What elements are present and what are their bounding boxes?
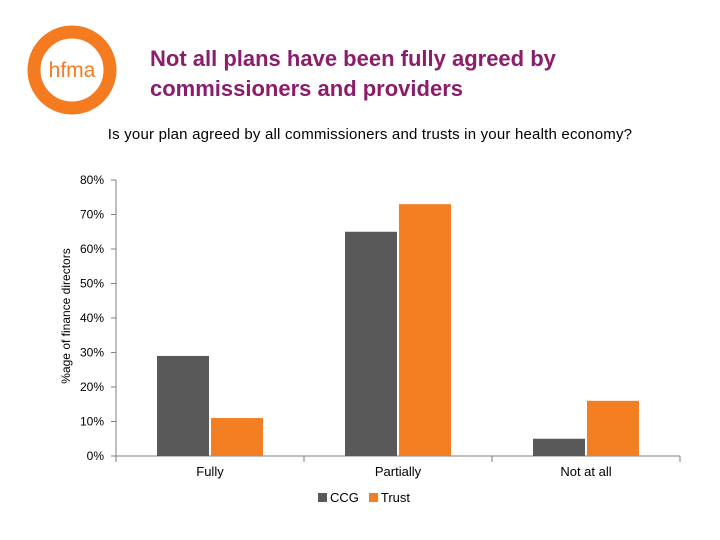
hfma-logo: hfma [27, 25, 117, 115]
y-tick-label: 10% [80, 415, 104, 429]
logo-text: hfma [49, 59, 96, 82]
chart-title: Is your plan agreed by all commissioners… [107, 126, 633, 143]
y-tick-label: 50% [80, 277, 104, 291]
y-tick-label: 70% [80, 208, 104, 222]
y-tick-label: 40% [80, 311, 104, 325]
legend-item-ccg: CCG [318, 490, 359, 505]
x-tick-label: Not at all [560, 464, 611, 479]
x-tick-label: Partially [375, 464, 422, 479]
y-tick-label: 80% [80, 173, 104, 187]
bar-trust-partially [399, 204, 451, 456]
y-tick-label: 20% [80, 380, 104, 394]
logo-ring [27, 25, 117, 115]
legend-item-trust: Trust [368, 490, 411, 505]
bar-trust-not-at-all [587, 400, 639, 456]
slide-title: Not all plans have been fully agreed by … [150, 46, 556, 101]
y-tick-label: 60% [80, 242, 104, 256]
y-tick-label: 30% [80, 346, 104, 360]
legend-swatch [318, 493, 327, 502]
chart-legend: CCG Trust [318, 490, 410, 505]
bar-ccg-not-at-all [533, 438, 585, 456]
bar-trust-fully [211, 418, 263, 456]
x-tick-label: Fully [196, 464, 224, 479]
legend-label: CCG [330, 490, 359, 505]
bar-ccg-fully [157, 355, 209, 456]
y-tick-label: 0% [87, 449, 105, 463]
legend-label: Trust [380, 490, 411, 505]
legend-swatch [368, 493, 378, 502]
bar-ccg-partially [345, 231, 397, 456]
